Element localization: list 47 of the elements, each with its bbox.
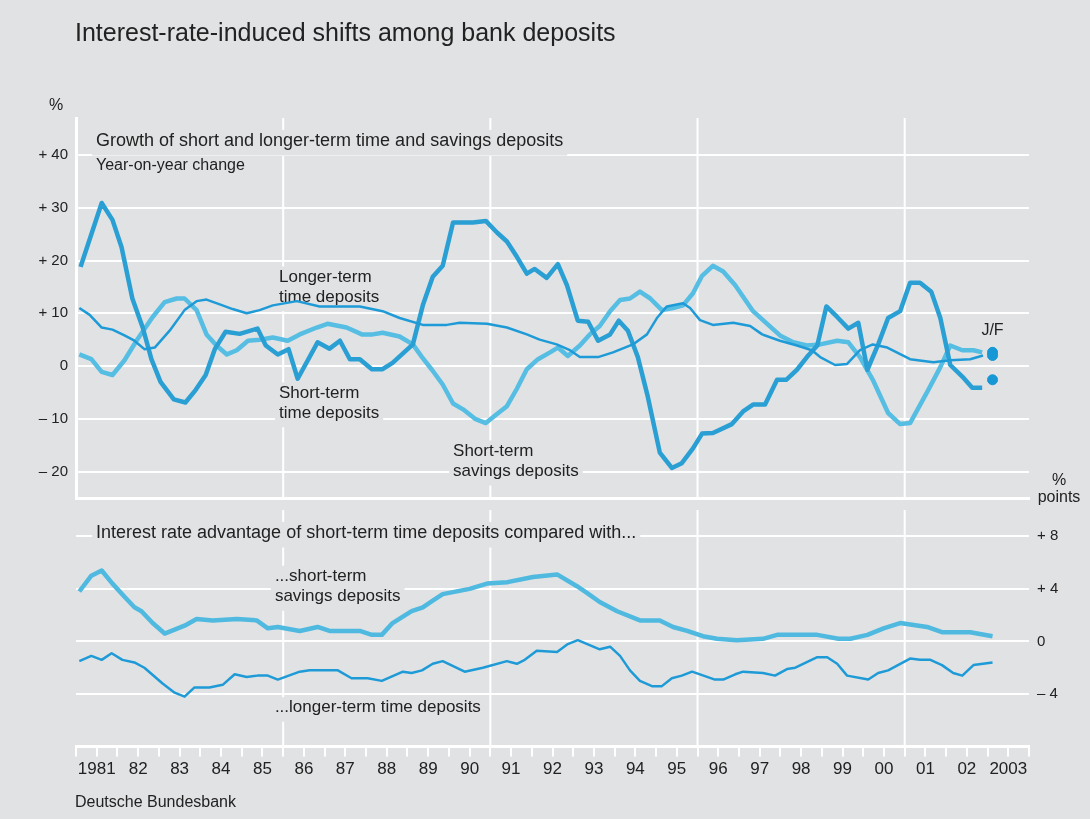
- x-tick-label: 87: [335, 759, 355, 779]
- annotation: J/F: [981, 320, 1004, 338]
- text: Interest rate advantage of short-term time deposits compared with...: [96, 521, 637, 542]
- y2-tick-label: 0: [1037, 631, 1046, 649]
- y-tick-label: + 20: [38, 250, 68, 268]
- series-label: ...short-term savings deposits: [274, 566, 401, 606]
- x-tick-label: 89: [418, 759, 438, 779]
- text: Growth of short and longer-term time and savings deposits: [96, 129, 564, 150]
- text: Deutsche Bundesbank: [75, 793, 237, 811]
- x-tick-label: 93: [584, 759, 604, 779]
- x-tick-label: 2003: [989, 759, 1028, 779]
- x-tick-label: 82: [128, 759, 148, 779]
- y-tick-label: – 10: [38, 408, 68, 426]
- chart-title: Interest-rate-induced shifts among bank deposits: [75, 18, 616, 47]
- x-tick-label: 94: [625, 759, 645, 779]
- x-tick-label: 84: [211, 759, 231, 779]
- annotation: Year-on-year change: [96, 156, 245, 174]
- x-tick-label: 95: [667, 759, 687, 779]
- series-label: Short-term time deposits: [279, 382, 380, 423]
- series-label: Longer-term time deposits: [279, 266, 380, 306]
- x-tick-label: 91: [501, 759, 521, 779]
- y2-tick-label: + 8: [1037, 526, 1059, 544]
- y2-axis-title: % points: [1037, 471, 1081, 506]
- x-tick-label: 97: [750, 759, 770, 779]
- y2-tick-label: – 4: [1037, 684, 1058, 702]
- y2-tick-label: + 4: [1037, 579, 1059, 597]
- y-tick-label: + 10: [38, 303, 68, 321]
- y-tick-label: + 30: [38, 197, 68, 215]
- series-label: Short-term savings deposits: [453, 440, 579, 481]
- y-tick-label: – 20: [38, 461, 68, 479]
- x-tick-label: 01: [915, 759, 935, 779]
- x-tick-label: 83: [170, 759, 190, 779]
- x-tick-label: 92: [543, 759, 562, 779]
- x-tick-label: 90: [460, 759, 480, 779]
- x-tick-label: 98: [791, 759, 811, 779]
- x-tick-label: 88: [377, 759, 397, 779]
- x-tick-label: 02: [957, 759, 977, 779]
- y-tick-label: + 40: [38, 145, 68, 163]
- series-label: ...longer-term time deposits: [274, 697, 481, 717]
- x-tick-label: 1981: [77, 759, 116, 779]
- y-axis-title: %: [48, 96, 64, 114]
- x-tick-label: 86: [294, 759, 314, 779]
- x-tick-label: 00: [874, 759, 894, 779]
- x-tick-label: 96: [708, 759, 728, 779]
- x-tick-label: 99: [833, 759, 852, 779]
- x-tick-label: 85: [253, 759, 272, 779]
- y-tick-label: 0: [59, 356, 68, 374]
